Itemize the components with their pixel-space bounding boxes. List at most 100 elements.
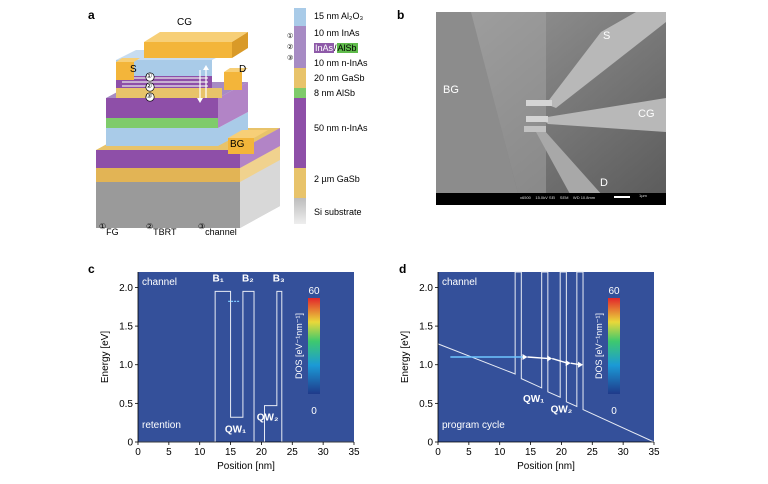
sem-label-cg: CG xyxy=(638,108,655,120)
sem-cg-trace xyxy=(541,98,666,132)
transport-arrowhead xyxy=(565,360,571,367)
colorbar xyxy=(308,298,320,394)
well-label-qw2: QW₂ xyxy=(257,412,279,423)
control-gate-side xyxy=(232,32,248,58)
marker-3: ③ xyxy=(146,93,153,100)
sem-label-bg: BG xyxy=(443,84,459,96)
stack-label-al2o3: 15 nm Al₂O₃ xyxy=(314,11,364,21)
alsb-tag: AlSb xyxy=(336,43,358,53)
x-tick-label: 20 xyxy=(556,447,568,458)
y-tick-label: 1.0 xyxy=(419,360,433,371)
source-contact xyxy=(116,62,134,80)
stack-label-gasb-20: 20 nm GaSb xyxy=(314,73,365,83)
label-cg: CG xyxy=(177,17,192,28)
barrier-label-b2: B₂ xyxy=(242,273,254,284)
x-tick-label: 30 xyxy=(618,447,630,458)
well-label-qw2: QW₂ xyxy=(551,405,573,416)
marker-1: ① xyxy=(146,73,153,80)
label-s: S xyxy=(130,64,137,75)
y-axis-label: Energy [eV] xyxy=(400,331,411,383)
control-gate-top xyxy=(144,32,248,42)
legend-tbrt: ②TBRT xyxy=(146,222,177,237)
marker-2: ② xyxy=(146,83,153,90)
x-axis-label: Position [nm] xyxy=(217,461,275,472)
x-tick-label: 15 xyxy=(225,447,237,458)
x-tick-label: 35 xyxy=(348,447,360,458)
y-tick-label: 0.5 xyxy=(119,399,133,410)
inas-tag: InAs xyxy=(314,43,335,53)
n-inas-front xyxy=(96,150,240,168)
panel-a-letter: a xyxy=(88,8,95,22)
y-tick-label: 0 xyxy=(127,438,133,449)
gasb-mid-front xyxy=(116,88,222,98)
sem-scalebar-label: 1µm xyxy=(639,193,647,198)
panel-c-letter: c xyxy=(88,262,95,276)
stack-label-alsb-8: 8 nm AlSb xyxy=(314,88,356,98)
y-tick-label: 1.5 xyxy=(419,322,433,333)
sem-s-trace xyxy=(546,12,666,108)
colorbar-max: 60 xyxy=(608,286,620,297)
x-tick-label: 35 xyxy=(648,447,660,458)
control-gate xyxy=(144,42,232,58)
x-tick-label: 0 xyxy=(135,447,141,458)
bottom-label: retention xyxy=(142,420,181,431)
x-tick-label: 30 xyxy=(318,447,330,458)
sem-d-trace xyxy=(536,130,611,205)
band-diagram-retention: 0 5 10 15 20 25 30 35 0 0.5 1.0 1.5 2.0 Position [nm]… xyxy=(100,272,360,472)
schematic-markers xyxy=(145,72,155,102)
x-tick-label: 25 xyxy=(587,447,599,458)
legend-fg: ①FG xyxy=(99,222,119,237)
stack-label-gasb-2um: 2 µm GaSb xyxy=(314,174,360,184)
stack-marker-1: ① xyxy=(287,33,294,40)
colorbar-title: DOS [eV⁻¹nm⁻¹] xyxy=(594,313,604,379)
x-tick-label: 25 xyxy=(287,447,299,458)
x-tick-label: 10 xyxy=(494,447,506,458)
corner-label: channel xyxy=(142,277,177,288)
label-d: D xyxy=(239,64,247,75)
x-tick-label: 20 xyxy=(256,447,268,458)
sem-image xyxy=(436,12,666,205)
lower-oxide-layer xyxy=(106,112,248,146)
layer-stack-column xyxy=(294,8,306,224)
x-tick-label: 10 xyxy=(194,447,206,458)
panel-b-letter: b xyxy=(397,8,405,22)
bottom-label: program cycle xyxy=(442,420,505,431)
sem-label-s: S xyxy=(603,30,611,42)
colorbar-title: DOS [eV⁻¹nm⁻¹] xyxy=(294,313,304,379)
n-inas-upper-side xyxy=(218,82,248,128)
tunnel-arrowhead-up xyxy=(203,65,209,70)
y-tick-label: 2.0 xyxy=(419,283,433,294)
x-tick-label: 0 xyxy=(435,447,441,458)
transport-arrowhead xyxy=(578,361,584,368)
x-axis-label: Position [nm] xyxy=(517,461,575,472)
colorbar-min: 0 xyxy=(611,406,617,417)
transport-arrow-segment xyxy=(551,357,568,364)
y-tick-label: 1.5 xyxy=(119,322,133,333)
well-label-qw1: QW₁ xyxy=(225,425,246,436)
well-label-qw1: QW₁ xyxy=(523,394,544,405)
legend-channel: ③channel xyxy=(198,222,237,237)
x-tick-label: 5 xyxy=(166,447,172,458)
stack-label-n-inas-50: 50 nm n-InAs xyxy=(314,123,368,133)
corner-label: channel xyxy=(442,277,477,288)
stack-label-si: Si substrate xyxy=(314,207,362,217)
barrier-label-b3: B₃ xyxy=(273,273,285,284)
y-tick-label: 1.0 xyxy=(119,360,133,371)
y-axis-label: Energy [eV] xyxy=(100,331,111,383)
top-oxide-front xyxy=(116,60,212,76)
label-bg: BG xyxy=(230,139,245,150)
barrier-label-b1: B₁ xyxy=(213,273,224,284)
stack-label-inas-alsb: InAs/AlSb xyxy=(314,43,358,53)
stack-marker-3: ③ xyxy=(287,55,294,62)
band-diagram-program: 0 5 10 15 20 25 30 35 0 0.5 1.0 1.5 2.0 Position [nm]… xyxy=(400,271,660,472)
colorbar-max: 60 xyxy=(308,286,320,297)
device-schematic-3d xyxy=(96,32,280,228)
x-tick-label: 15 xyxy=(525,447,537,458)
band-edge-line xyxy=(437,271,655,443)
n-inas-upper-front xyxy=(106,98,218,118)
sem-footer: x6500 15.0kV SEI SEM WD 10.8mm xyxy=(520,195,596,200)
colorbar xyxy=(608,298,620,394)
panel-d-letter: d xyxy=(399,262,407,276)
sem-label-d: D xyxy=(600,177,608,189)
y-tick-label: 2.0 xyxy=(119,283,133,294)
